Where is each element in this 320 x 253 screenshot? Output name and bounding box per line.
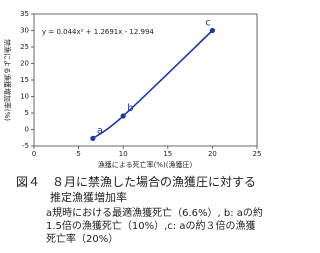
caption-title: 図４ ８月に禁漁した場合の漁獲圧に対する	[16, 175, 257, 189]
x-axis-label: 漁獲による死亡率(%)(漁獲圧)	[98, 160, 193, 169]
y-tick-label: -5	[22, 142, 29, 150]
y-tick-label: 25	[20, 43, 29, 51]
x-tick-label: 25	[253, 150, 262, 158]
y-tick-label: 30	[20, 27, 29, 35]
point-label: c	[205, 18, 211, 29]
x-tick-label: 20	[208, 150, 217, 158]
x-tick-label: 10	[119, 150, 128, 158]
caption-line: a規時における最適漁獲死亡（6.6%）, b: aの約	[46, 208, 263, 219]
point	[120, 113, 126, 119]
page: {"chart_data": {"type": "scatter", "equa…	[3, 10, 263, 245]
y-tick-label: 15	[20, 76, 29, 84]
y-tick-label: 35	[20, 10, 29, 18]
caption-line: 死亡率（20%）	[46, 234, 119, 245]
x-tick-label: 15	[163, 150, 172, 158]
equation: y = 0.044x² + 1.2691x - 12.994	[42, 28, 154, 36]
point-label: b	[127, 103, 133, 114]
y-tick-label: 5	[25, 109, 29, 117]
chart: 禁漁による漁獲増加率(%) 漁獲による死亡率(%)(漁獲圧) y = 0.044…	[3, 10, 262, 169]
point	[90, 135, 96, 142]
caption-title: 推定漁獲増加率	[50, 191, 127, 204]
x-tick-label: 0	[32, 150, 36, 158]
y-tick-label: 0	[25, 126, 29, 134]
caption-line: 1.5倍の漁獲死亡（10%）,c: aの約３倍の漁獲	[46, 221, 256, 232]
y-axis-label: 禁漁による漁獲増加率(%)	[3, 39, 12, 121]
x-tick-label: 5	[76, 150, 80, 158]
point-label: a	[97, 125, 103, 136]
y-tick-label: 20	[20, 60, 29, 68]
fit-curve	[92, 29, 213, 140]
point	[209, 27, 215, 34]
y-tick-label: 10	[20, 93, 29, 101]
